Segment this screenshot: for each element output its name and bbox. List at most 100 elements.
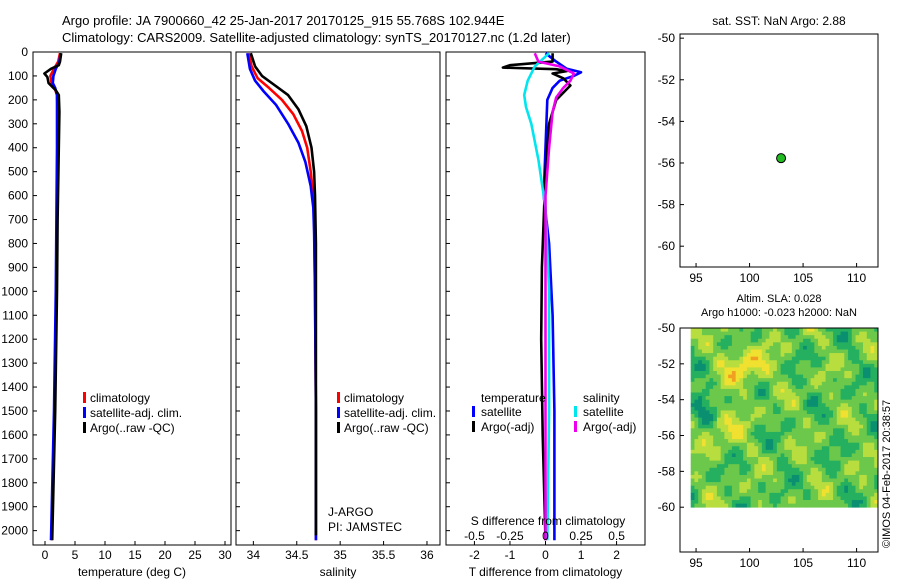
sla-cell	[859, 356, 864, 361]
sla-cell	[746, 399, 752, 404]
y-tick-label: 1300	[1, 356, 28, 370]
sla-cell	[784, 439, 789, 444]
y-tick-label: 1000	[1, 284, 28, 298]
sla-cell	[863, 453, 868, 458]
sla-cell	[750, 500, 755, 505]
sla-cell	[863, 424, 868, 429]
sla-cell	[769, 385, 774, 390]
sla-cell	[840, 385, 845, 390]
sla-cell	[731, 471, 737, 476]
sla-cell	[803, 399, 808, 404]
sla-cell	[803, 485, 808, 490]
sla-cell	[709, 396, 714, 401]
sla-cell	[870, 360, 875, 365]
sla-cell	[720, 406, 725, 411]
sla-cell	[855, 403, 860, 408]
sla-cell	[750, 417, 755, 422]
sla-cell	[724, 471, 729, 476]
sla-cell	[754, 449, 759, 454]
sla-cell	[829, 449, 834, 454]
sla-cell	[829, 428, 834, 433]
sla-cell	[803, 428, 808, 433]
sla-cell	[803, 478, 808, 483]
sla-cell	[776, 453, 782, 458]
sla-cell	[818, 342, 823, 347]
sla-cell	[776, 342, 782, 347]
sla-cell	[818, 449, 823, 454]
sla-cell	[713, 385, 718, 390]
sla-cell	[750, 489, 755, 494]
sla-cell	[821, 496, 826, 501]
sla-cell	[758, 374, 763, 379]
sla-cell	[799, 460, 804, 465]
legend-label: Argo(-adj)	[583, 420, 636, 434]
legend-label: satellite-adj. clim.	[344, 406, 436, 420]
sla-cell	[705, 471, 710, 476]
sla-cell	[754, 345, 759, 350]
sla-cell	[761, 414, 767, 418]
sla-cell	[761, 503, 767, 508]
sla-cell	[866, 388, 871, 393]
sla-cell	[829, 335, 834, 340]
sla-cell	[698, 439, 703, 444]
sla-cell	[709, 381, 714, 386]
sla-cell	[803, 489, 808, 494]
sla-cell	[784, 396, 789, 401]
sla-cell	[799, 371, 804, 375]
sla-cell	[791, 442, 796, 447]
sla-cell	[720, 342, 725, 347]
sla-cell	[836, 396, 841, 401]
sla-cell	[863, 378, 868, 383]
sla-cell	[833, 396, 838, 401]
sla-cell	[780, 428, 785, 433]
sla-cell	[814, 431, 819, 436]
sla-cell	[788, 457, 793, 461]
sla-cell	[705, 328, 710, 332]
sla-cell	[836, 360, 841, 365]
sla-cell	[758, 345, 763, 350]
sla-cell	[776, 410, 782, 415]
sla-cell	[825, 396, 830, 401]
sla-cell	[769, 338, 774, 343]
sla-cell	[761, 406, 767, 411]
sla-cell	[761, 367, 767, 372]
sla-cell	[728, 421, 733, 426]
sla-cell	[773, 471, 778, 476]
sla-cell	[780, 403, 785, 408]
sla-cell	[836, 428, 841, 433]
sla-cell	[851, 410, 856, 415]
sla-cell	[803, 471, 808, 476]
sla-cell	[728, 335, 733, 340]
sla-cell	[863, 428, 868, 433]
sla-cell	[720, 421, 725, 426]
sla-cell	[788, 356, 793, 361]
sla-cell	[761, 371, 767, 375]
sla-cell	[709, 414, 714, 418]
sla-cell	[851, 485, 856, 490]
x-tick-label: 95	[689, 271, 703, 285]
sla-cell	[855, 385, 860, 390]
sla-cell	[810, 457, 815, 461]
sla-cell	[788, 417, 793, 422]
sla-cell	[851, 349, 856, 354]
sla-cell	[761, 482, 767, 487]
sla-cell	[773, 503, 778, 508]
sla-cell	[866, 421, 871, 426]
sla-cell	[833, 335, 838, 340]
sla-cell	[743, 492, 748, 497]
sla-cell	[746, 360, 752, 365]
sla-cell	[709, 406, 714, 411]
sla-cell	[735, 378, 740, 383]
sla-cell	[743, 421, 748, 426]
sla-cell	[769, 417, 774, 422]
sla-cell	[784, 403, 789, 408]
sla-cell	[701, 467, 707, 472]
sla-cell	[750, 381, 755, 386]
sla-cell	[863, 478, 868, 483]
sla-cell	[791, 431, 796, 436]
sla-cell	[874, 424, 879, 429]
sla-cell	[814, 446, 819, 451]
sla-cell	[720, 331, 725, 336]
sla-cell	[844, 388, 849, 393]
legend-label: satellite-adj. clim.	[90, 406, 182, 420]
